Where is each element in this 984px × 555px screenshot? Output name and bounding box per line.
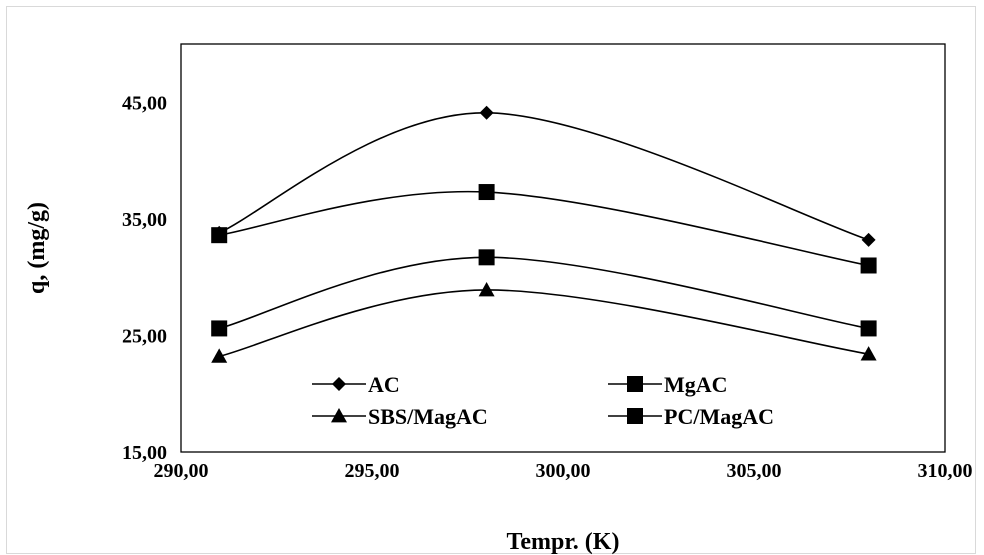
chart-frame [6,6,976,554]
legend-item: PC/MagAC [608,404,774,429]
series-pc-magac [211,184,877,274]
data-point [860,346,877,361]
y-tick-label: 15,00 [122,442,167,464]
legend-item: SBS/MagAC [312,404,488,429]
series-sbs-magac [211,281,877,363]
series-ac [212,105,876,247]
x-tick-label: 305,00 [727,460,782,482]
tick-layer: 290,00 295,00 300,00 305,00 310,00 15,00 25,00… [122,92,973,482]
data-point [478,281,495,297]
data-point [860,320,877,337]
data-point [211,320,228,337]
series-mgac [211,249,877,337]
x-tick-label: 300,00 [536,460,591,482]
series-layer [211,105,877,363]
y-tick-label: 45,00 [122,92,167,114]
legend-label: MgAC [664,372,728,397]
data-point [861,232,876,247]
y-tick-label: 35,00 [122,209,167,231]
series-line [218,111,869,241]
legend-marker [332,377,346,391]
series-line [218,256,869,330]
x-tick-label: 310,00 [918,460,973,482]
legend-marker [627,376,643,392]
legend-label: SBS/MagAC [368,404,488,429]
x-tick-label: 295,00 [345,460,400,482]
y-axis-title: q, (mg/g) [24,202,50,294]
legend-item: AC [312,372,400,397]
x-axis-title: Tempr. (K) [507,529,620,555]
data-point [211,227,228,244]
legend-item: MgAC [608,372,728,397]
x-tick-label: 290,00 [154,460,209,482]
data-point [479,105,494,120]
plot-area-border [180,43,946,453]
data-point [211,348,228,363]
data-point [478,249,495,266]
data-point [860,257,877,274]
series-line [219,190,869,267]
data-point [478,184,495,201]
legend-label: PC/MagAC [664,404,774,429]
y-tick-label: 25,00 [122,325,167,347]
legend-marker [627,408,643,424]
series-line [219,289,869,358]
legend: AC MgAC SBS/MagAC PC/MagAC [312,372,774,429]
legend-label: AC [368,372,400,397]
legend-marker [331,408,347,423]
